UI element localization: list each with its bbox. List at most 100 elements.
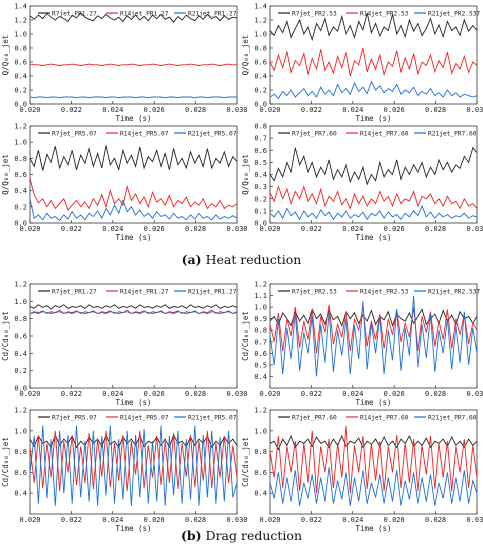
legend-label-1: R7jet_PR1.27	[52, 11, 97, 18]
y-tick-label: 0.6	[254, 147, 267, 155]
y-tick-label: 0.2	[254, 195, 267, 203]
series-line-3	[270, 204, 477, 221]
series-line-2	[270, 47, 477, 77]
x-tick-label: 0.020	[259, 516, 280, 524]
legend-label-3: R21jet_PR1.27	[188, 11, 237, 18]
x-tick-label: 0.030	[226, 516, 247, 524]
y-axis-label: Q/Q₀₀_jet	[1, 35, 10, 76]
legend-label-2: R14jet_PR5.07	[120, 415, 169, 422]
x-tick-label: 0.020	[259, 225, 280, 233]
legend-label-2: R14jet_PR2.53	[360, 289, 409, 296]
legend-label-1: R7jet_PR7.60	[292, 415, 337, 422]
y-tick-label: 1.1	[254, 292, 267, 300]
series-line-2	[30, 178, 237, 211]
legend-label-3: R21jet_PR7.60	[428, 131, 477, 138]
series-line-3	[30, 425, 237, 506]
caption-b-tag: (b)	[180, 528, 202, 543]
y-tick-label: 0.2	[14, 367, 27, 375]
chart-panel-b2: 0.4 0.5 0.6 0.7 0.8 0.9 1.0 1.1 1.2 0.020 0.022 0.0…	[241, 281, 483, 408]
x-tick-label: 0.020	[259, 390, 280, 398]
series-line-1	[270, 12, 477, 42]
y-axis-label: Cd/Cd₀₀_jet	[241, 437, 250, 487]
legend-label-1: R7jet_PR2.53	[292, 289, 337, 296]
y-tick-label: 1.2	[14, 123, 27, 131]
x-tick-label: 0.028	[425, 390, 446, 398]
x-tick-label: 0.026	[384, 106, 405, 114]
legend-label-3: R21jet_PR5.07	[188, 131, 237, 138]
x-tick-label: 0.022	[301, 106, 322, 114]
y-axis-label: Cd/Cd₀₀_jet	[1, 311, 10, 361]
legend-label-1: R7jet_PR5.07	[52, 131, 97, 138]
y-tick-label: 1.2	[254, 407, 267, 415]
y-tick-label: 0.8	[254, 327, 267, 335]
caption-b-text: Drag reduction	[205, 528, 302, 543]
x-tick-label: 0.022	[301, 516, 322, 524]
legend-label-2: R14jet_PR1.27	[120, 11, 169, 18]
y-tick-label: 0.6	[254, 469, 267, 477]
y-tick-label: 0.6	[254, 350, 267, 358]
x-axis-label: Time (s)	[355, 114, 391, 123]
series-line-2	[30, 63, 237, 66]
x-tick-label: 0.022	[61, 516, 82, 524]
x-tick-label: 0.020	[259, 106, 280, 114]
y-tick-label: 0.0	[254, 220, 267, 228]
plot-frame	[29, 125, 238, 224]
y-tick-label: 1.0	[254, 31, 267, 39]
x-tick-label: 0.028	[185, 106, 206, 114]
y-tick-label: 0.4	[254, 373, 267, 381]
y-tick-label: 1.0	[14, 139, 27, 147]
x-tick-label: 0.022	[61, 106, 82, 114]
y-tick-label: 1.0	[14, 427, 27, 435]
x-tick-label: 0.030	[226, 225, 247, 233]
y-axis-label: Q/Q₀₀_jet	[241, 35, 250, 76]
legend-label-2: R14jet_PR2.53	[360, 11, 409, 18]
x-axis-label: Time (s)	[115, 114, 151, 123]
x-axis-label: Time (s)	[115, 398, 151, 407]
series-line-3	[30, 311, 237, 314]
plot-frame	[29, 5, 238, 105]
legend-label-3: R21jet_PR7.60	[428, 415, 477, 422]
y-tick-label: 0.3	[254, 183, 267, 191]
y-tick-label: 0.5	[254, 361, 267, 369]
series-line-2	[270, 185, 477, 210]
y-tick-label: 0.0	[14, 101, 27, 109]
y-tick-label: 1.2	[254, 281, 267, 289]
legend-label-2: R14jet_PR1.27	[120, 289, 169, 296]
x-tick-label: 0.028	[185, 390, 206, 398]
y-tick-label: 0.4	[254, 171, 267, 179]
y-tick-label: 0.5	[254, 159, 267, 167]
y-tick-label: 0.4	[254, 490, 267, 498]
y-tick-label: 0.4	[14, 187, 27, 195]
y-tick-label: 0.0	[14, 220, 27, 228]
legend-label-3: R21jet_PR1.27	[188, 289, 237, 296]
x-tick-label: 0.030	[466, 390, 483, 398]
y-tick-label: 0.1	[254, 207, 267, 215]
x-tick-label: 0.030	[226, 106, 247, 114]
y-tick-label: 0.6	[254, 59, 267, 67]
y-tick-label: 0.4	[254, 73, 267, 81]
x-tick-label: 0.026	[144, 390, 165, 398]
chart-panel-a3: 0.0 0.2 0.4 0.6 0.8 1.0 1.2 0.020 0.022 0.024 0.02…	[1, 123, 248, 243]
y-tick-label: 1.2	[14, 407, 27, 415]
x-tick-label: 0.022	[61, 390, 82, 398]
series-line-1	[270, 434, 477, 451]
y-tick-label: 0.2	[254, 87, 267, 95]
chart-panel-b3: 0.4 0.6 0.8 1.0 1.2 0.020 0.022 0.024 0.026 0.028…	[1, 407, 248, 534]
y-tick-label: 1.2	[254, 17, 267, 25]
series-line-3	[30, 198, 237, 222]
y-tick-label: 0.6	[14, 333, 27, 341]
caption-heat-reduction: (a) Heat reduction	[0, 252, 483, 267]
plot-frame	[29, 283, 238, 389]
legend-label-1: R7jet_PR1.27	[52, 289, 97, 296]
plot-frame	[269, 125, 478, 224]
y-tick-label: 1.0	[254, 304, 267, 312]
x-tick-label: 0.020	[19, 516, 40, 524]
legend-label-3: R21jet_PR2.537	[428, 11, 480, 18]
x-axis-label: Time (s)	[355, 233, 391, 242]
y-tick-label: 0.8	[14, 448, 27, 456]
series-line-2	[270, 304, 477, 354]
x-tick-label: 0.028	[425, 516, 446, 524]
y-tick-label: 0.8	[14, 155, 27, 163]
y-tick-label: 0.4	[14, 490, 27, 498]
y-tick-label: 0.7	[254, 338, 267, 346]
